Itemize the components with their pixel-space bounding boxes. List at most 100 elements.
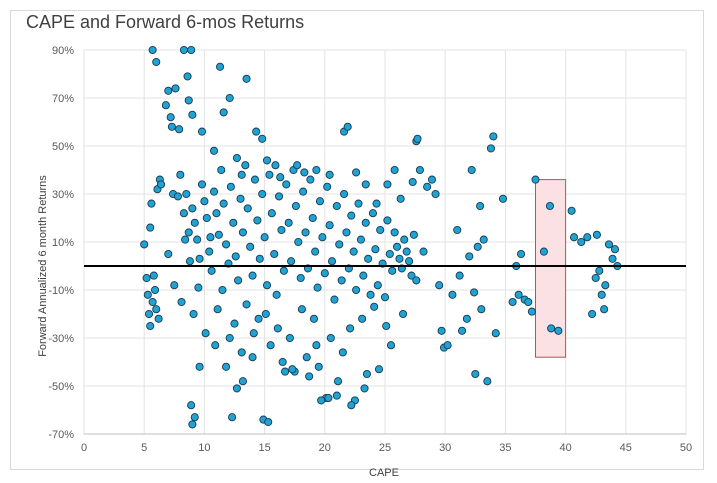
data-point: [601, 281, 610, 290]
data-point: [273, 324, 282, 333]
data-point: [262, 281, 272, 290]
data-point: [152, 57, 161, 67]
data-point: [237, 348, 246, 357]
data-point: [161, 101, 170, 110]
x-tick-label: 35: [499, 442, 511, 454]
data-point: [243, 204, 252, 213]
data-point: [325, 221, 334, 230]
data-point: [413, 134, 422, 143]
data-point: [291, 201, 300, 211]
data-point: [386, 341, 396, 350]
data-point: [383, 180, 392, 189]
data-point: [258, 134, 267, 143]
data-point: [427, 175, 437, 184]
data-point: [312, 165, 321, 175]
data-point: [308, 213, 317, 223]
data-point: [270, 249, 279, 259]
data-point: [246, 242, 255, 251]
data-point: [201, 329, 210, 338]
data-point: [200, 197, 209, 206]
data-point: [306, 175, 315, 184]
x-tick-label: 0: [81, 442, 87, 454]
data-point: [232, 153, 241, 163]
data-point: [399, 309, 408, 319]
y-tick-label: 90%: [52, 45, 74, 57]
data-point: [453, 225, 462, 235]
data-point: [184, 228, 193, 237]
data-point: [190, 413, 199, 422]
data-point: [569, 233, 579, 242]
data-point: [531, 175, 540, 184]
data-point: [340, 189, 349, 199]
data-point: [591, 273, 600, 283]
data-point: [366, 290, 375, 299]
data-point: [277, 225, 286, 235]
data-point: [282, 180, 291, 189]
x-tick-label: 10: [198, 442, 210, 454]
data-point: [294, 237, 303, 247]
data-point: [361, 218, 370, 227]
data-point: [302, 353, 311, 362]
data-point: [314, 362, 323, 371]
data-point: [337, 276, 346, 285]
data-point: [146, 321, 155, 331]
data-point: [361, 180, 370, 189]
data-point: [143, 290, 152, 299]
data-point: [514, 290, 523, 299]
data-point: [462, 314, 471, 323]
data-point: [383, 216, 392, 225]
data-point: [230, 319, 239, 328]
data-point: [588, 309, 597, 319]
data-point: [583, 233, 592, 242]
data-point: [320, 269, 329, 278]
data-point: [376, 225, 385, 235]
data-point: [226, 182, 235, 191]
data-point: [181, 235, 190, 244]
data-point: [236, 194, 245, 203]
x-tick-label: 20: [319, 442, 331, 454]
data-point: [179, 45, 188, 55]
data-point: [400, 235, 409, 244]
data-point: [262, 156, 272, 165]
data-point: [195, 362, 204, 371]
data-point: [293, 161, 302, 170]
data-point: [218, 285, 227, 295]
data-point: [312, 341, 321, 350]
data-point: [610, 245, 620, 254]
data-point: [170, 281, 179, 290]
data-point: [188, 420, 197, 429]
data-point: [150, 285, 160, 295]
data-point: [188, 110, 197, 119]
data-point: [318, 233, 327, 242]
data-point: [288, 365, 297, 374]
data-point: [194, 283, 203, 292]
data-point: [287, 257, 296, 266]
data-point: [205, 247, 214, 256]
data-point: [479, 235, 488, 244]
data-point: [486, 144, 496, 153]
data-point: [489, 132, 498, 141]
data-point: [207, 266, 216, 275]
data-point: [373, 281, 382, 290]
data-point: [142, 273, 151, 283]
data-point: [333, 377, 343, 386]
data-point: [315, 197, 325, 206]
data-point: [177, 297, 186, 307]
data-point: [193, 235, 202, 244]
data-point: [173, 192, 182, 201]
data-point: [278, 357, 287, 367]
data-point: [164, 86, 173, 95]
x-tick-label: 50: [680, 442, 692, 454]
data-point: [325, 170, 334, 179]
data-point: [285, 333, 294, 343]
x-tick-label: 5: [141, 442, 147, 454]
y-axis-title: Forward Annualized 6 month Returns: [37, 175, 49, 357]
data-point: [179, 209, 188, 218]
y-tick-label: -10%: [48, 285, 74, 297]
data-point: [225, 93, 234, 103]
data-point: [324, 393, 333, 403]
x-tick-label: 45: [620, 442, 632, 454]
data-point: [157, 180, 166, 189]
data-point: [448, 290, 457, 299]
data-point: [300, 168, 309, 177]
